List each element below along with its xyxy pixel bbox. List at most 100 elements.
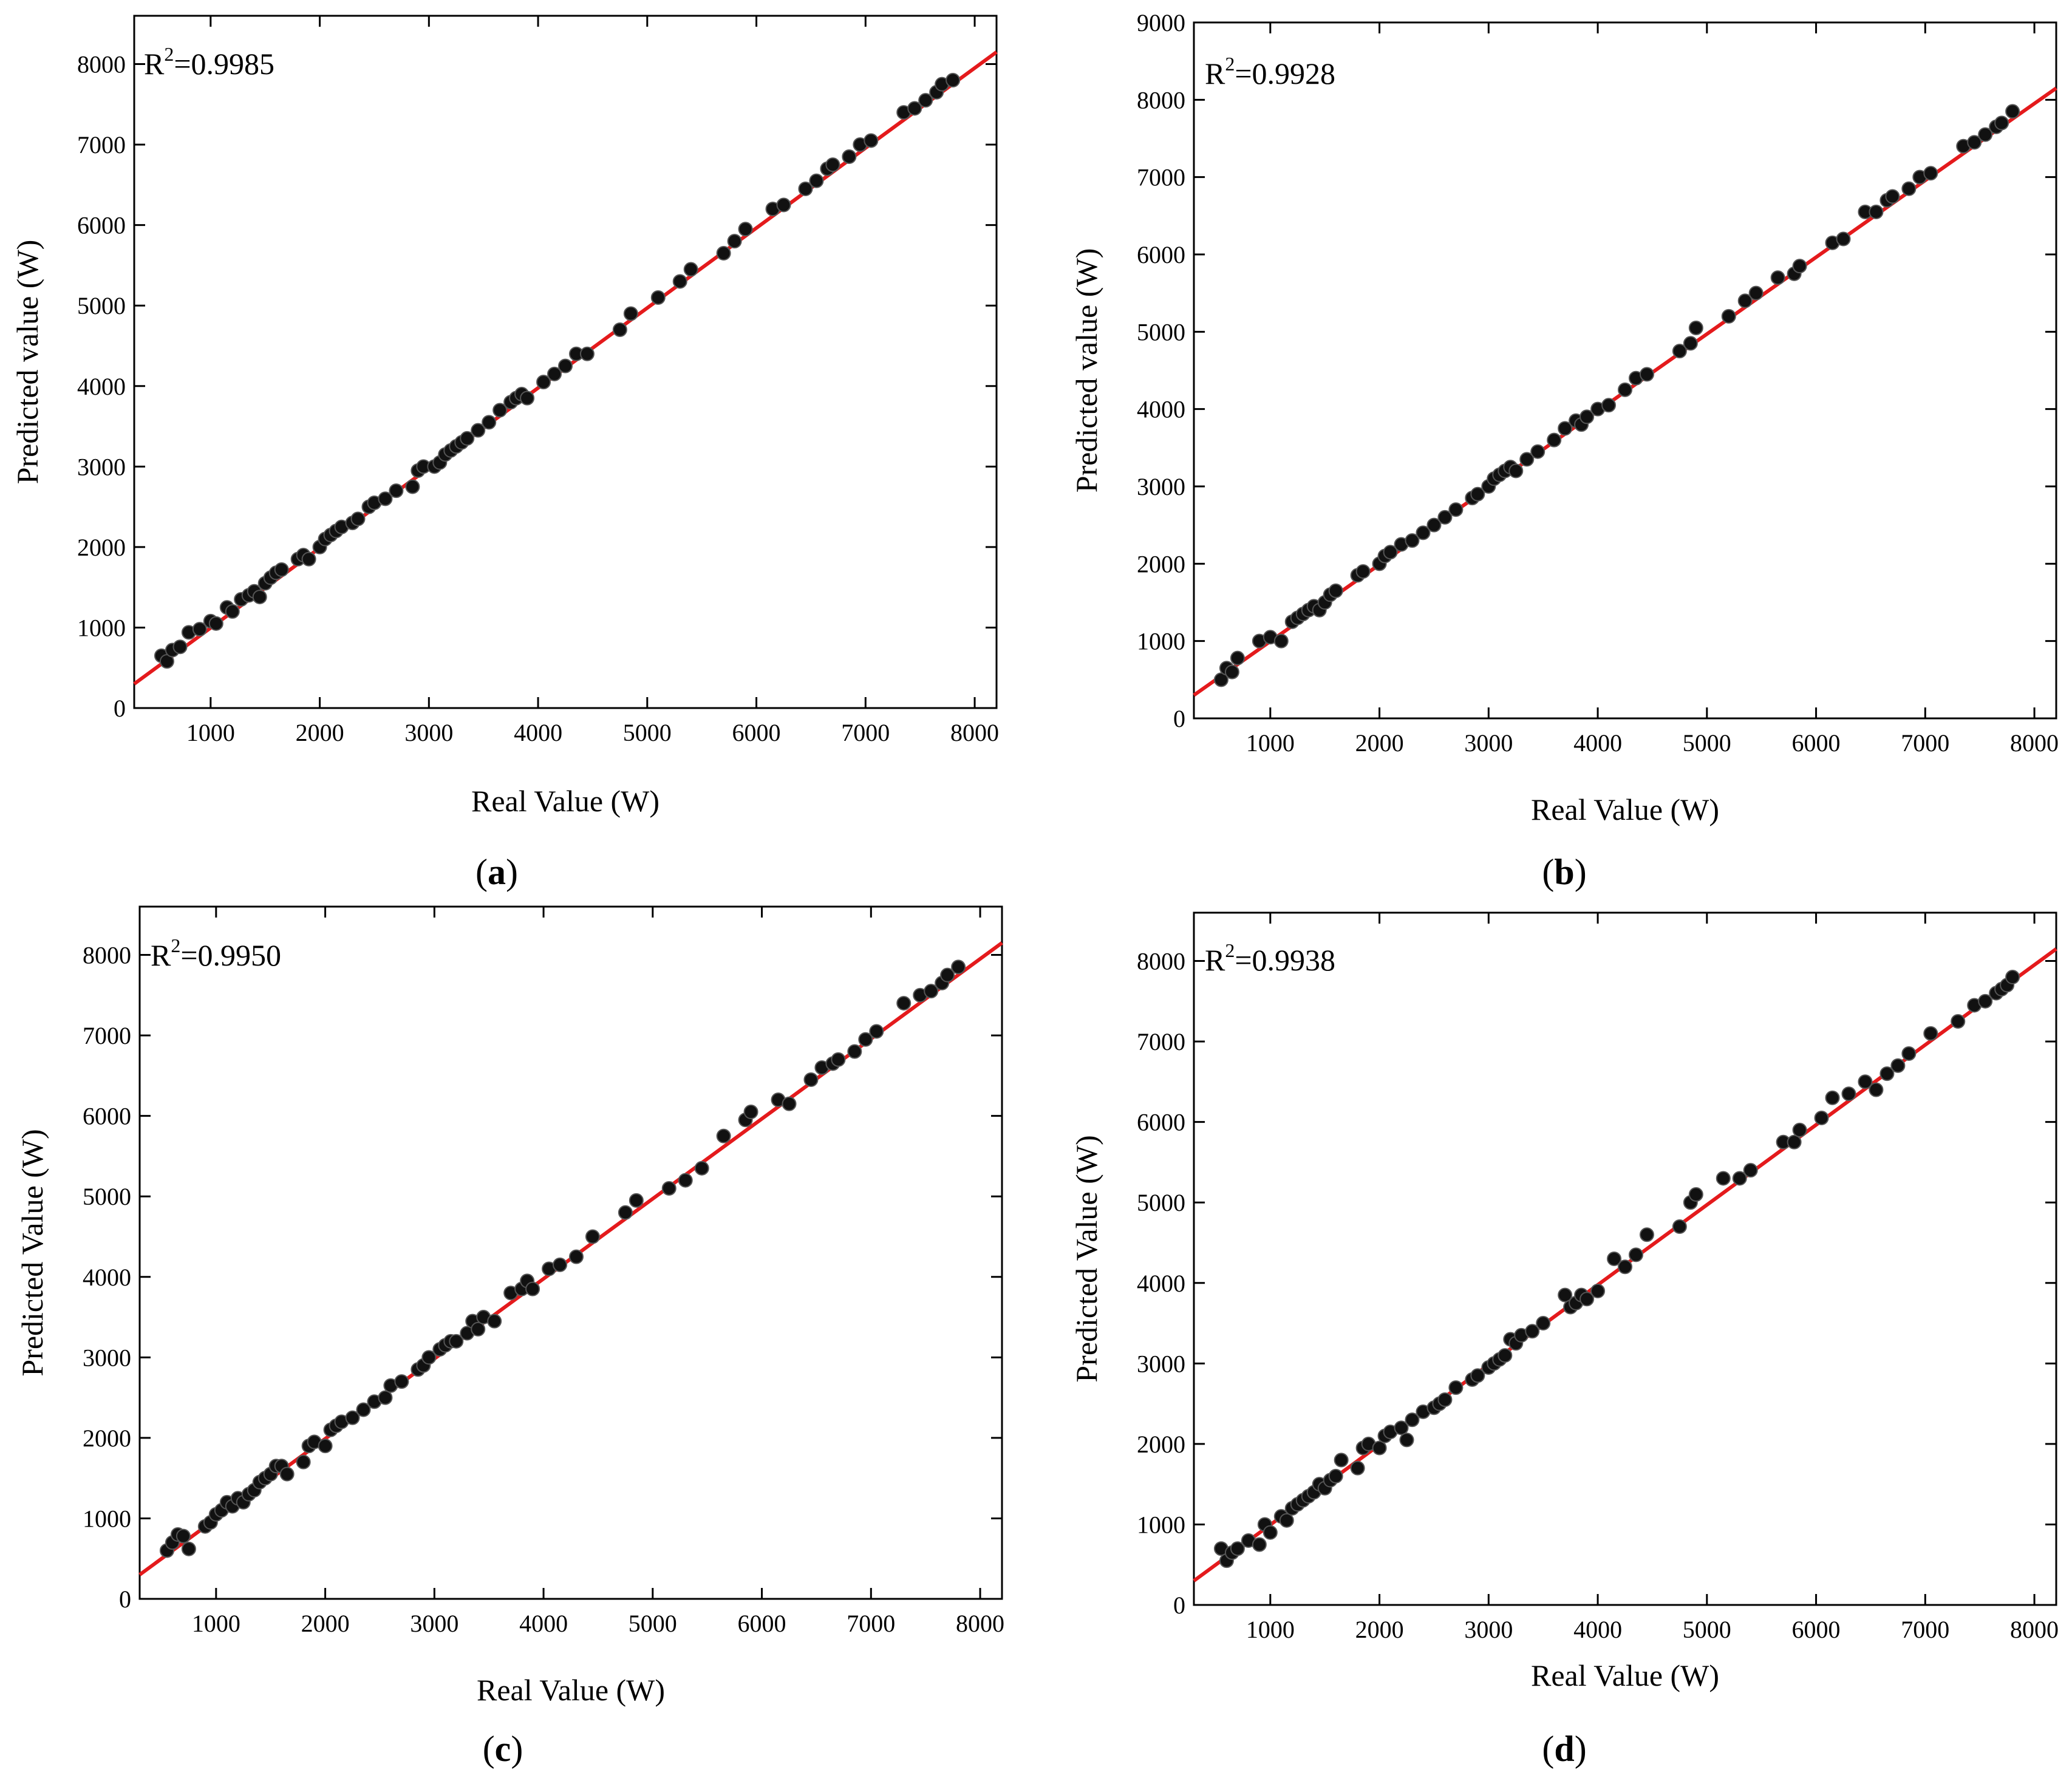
data-point (1869, 1082, 1884, 1097)
data-point (356, 1402, 371, 1417)
axis-ticks (1194, 21, 2056, 720)
x-tick-label: 6000 (732, 719, 781, 746)
x-tick-label: 8000 (2010, 729, 2059, 757)
data-point (1716, 1171, 1731, 1186)
x-tick-label: 3000 (1464, 1616, 1513, 1643)
data-point (1263, 1525, 1278, 1540)
data-point (1618, 1259, 1632, 1275)
data-point (864, 133, 879, 148)
data-point (1394, 1420, 1409, 1436)
tick-labels: 1000 2000 3000 4000 5000 6000 7000 8000 0 1000 200… (1137, 9, 2059, 757)
data-point (1901, 181, 1917, 196)
data-point (1879, 1066, 1895, 1081)
data-point (1672, 344, 1687, 359)
data-point (1688, 320, 1703, 335)
x-tick-label: 6000 (738, 1610, 786, 1637)
data-point (471, 423, 486, 438)
y-tick-label: 5000 (1137, 318, 1185, 346)
data-point (924, 984, 939, 999)
data-point (1547, 432, 1562, 448)
data-point (629, 1193, 644, 1208)
data-points (1213, 104, 2020, 687)
x-tick-label: 4000 (1573, 729, 1622, 757)
x-tick-label: 8000 (2010, 1616, 2059, 1643)
x-tick-label: 5000 (1683, 1616, 1731, 1643)
x-tick-label: 2000 (1355, 1616, 1404, 1643)
data-point (1399, 1432, 1414, 1448)
data-point (378, 491, 393, 506)
y-tick-label: 6000 (83, 1103, 131, 1130)
data-point (1841, 1086, 1856, 1102)
data-point (192, 622, 207, 637)
data-point (1213, 672, 1229, 687)
y-tick-label: 2000 (83, 1425, 131, 1452)
data-point (672, 274, 687, 289)
y-tick-label: 1000 (83, 1505, 131, 1532)
data-point (842, 149, 857, 164)
data-point (350, 511, 366, 526)
y-tick-label: 8000 (83, 942, 131, 969)
y-tick-label: 1000 (1137, 628, 1185, 655)
data-point (1580, 409, 1595, 424)
data-point (1426, 517, 1442, 533)
data-point (460, 431, 475, 446)
x-tick-label: 4000 (514, 719, 562, 746)
data-point (1978, 993, 1993, 1009)
data-point (449, 1334, 464, 1349)
data-point (694, 1160, 709, 1176)
data-point (858, 1032, 873, 1047)
x-tick-label: 5000 (629, 1610, 677, 1637)
y-tick-label: 0 (119, 1586, 131, 1613)
y-tick-label: 0 (114, 695, 126, 722)
x-tick-label: 3000 (1464, 729, 1513, 757)
tick-labels: 1000 2000 3000 4000 5000 6000 7000 8000 0 1000 200… (77, 51, 999, 746)
data-point (1328, 583, 1343, 598)
data-point (1836, 231, 1851, 247)
x-tick-label: 7000 (847, 1610, 895, 1637)
data-point (1923, 1026, 1938, 1041)
data-point (1530, 444, 1545, 459)
data-points (154, 73, 961, 669)
y-tick-label: 3000 (1137, 473, 1185, 500)
data-point (2005, 970, 2020, 985)
y-tick-label: 5000 (1137, 1189, 1185, 1216)
data-point (1743, 1163, 1758, 1178)
y-tick-label: 0 (1173, 705, 1185, 732)
data-point (471, 1321, 486, 1337)
data-point (301, 551, 316, 567)
x-axis-title: Real Value (W) (1531, 792, 1719, 826)
data-point (951, 959, 966, 975)
y-tick-label: 1000 (77, 614, 126, 641)
y-tick-label: 4000 (77, 373, 126, 400)
data-point (1792, 1122, 1807, 1137)
data-point (1601, 398, 1617, 413)
data-point (831, 1052, 846, 1067)
panel-caption: (d) (1542, 1729, 1586, 1769)
y-tick-label: 9000 (1137, 9, 1185, 36)
x-tick-label: 1000 (1246, 1616, 1295, 1643)
x-axis-title: Real Value (W) (1531, 1658, 1719, 1692)
data-point (252, 590, 267, 605)
data-point (1885, 189, 1900, 204)
y-tick-label: 7000 (83, 1022, 131, 1049)
x-axis-title: Real Value (W) (477, 1673, 665, 1707)
data-point (1688, 1187, 1703, 1202)
tick-labels: 1000 2000 3000 4000 5000 6000 7000 8000 0 1000 200… (83, 942, 1004, 1637)
data-point (847, 1044, 862, 1059)
data-point (1607, 1252, 1622, 1266)
data-point (940, 967, 955, 983)
y-axis-title: Predicted Value (W) (1069, 1135, 1103, 1382)
data-point (1536, 1316, 1551, 1331)
data-point (1448, 502, 1464, 517)
y-tick-label: 3000 (1137, 1350, 1185, 1377)
y-tick-label: 7000 (1137, 1028, 1185, 1055)
data-point (1869, 204, 1884, 219)
x-tick-label: 8000 (956, 1610, 1004, 1637)
data-point (279, 1466, 295, 1482)
data-point (176, 1528, 191, 1544)
data-point (1470, 1368, 1485, 1383)
data-point (1350, 1460, 1365, 1476)
y-axis-title: Predicted value (W) (10, 240, 44, 485)
plot-frame (1193, 911, 2057, 1606)
